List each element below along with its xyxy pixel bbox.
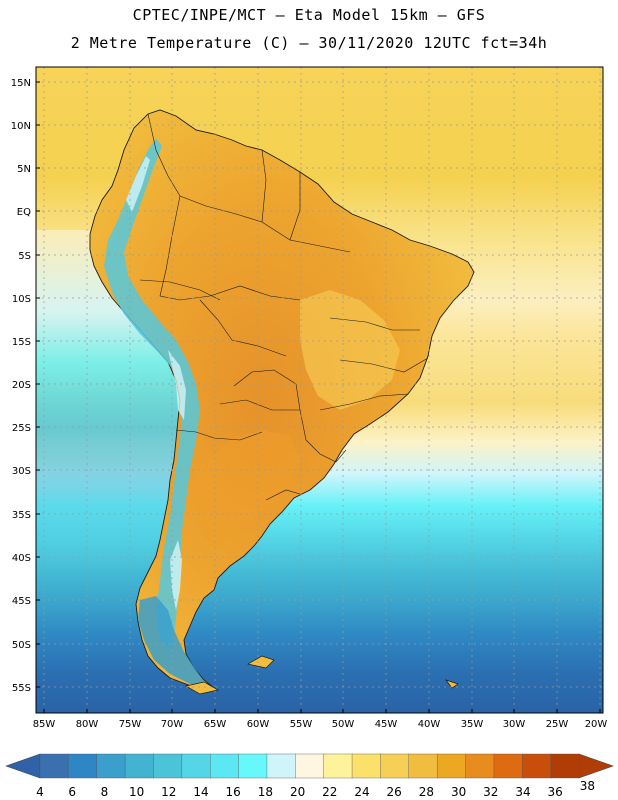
patagonia-cold-tip [138,596,206,684]
colorbar-swatch [522,753,552,779]
map-title-line2: 2 Metre Temperature (C) – 30/11/2020 12U… [70,34,548,52]
lon-tick-label: 75W [119,719,142,730]
colorbar-label: 4 [36,785,44,799]
colorbar-swatch [351,753,382,779]
colorbar: 4 6 8 10 12 14 16 18 20 22 24 26 28 30 3… [5,753,614,799]
lat-tick-label: 35S [12,510,31,521]
colorbar-label: 38 [580,779,595,793]
lat-tick-label: 30S [12,466,31,477]
lon-tick-label: 65W [204,719,227,730]
colorbar-label: 10 [129,785,144,799]
colorbar-swatches [39,753,580,779]
colorbar-label: 24 [354,785,369,799]
colorbar-swatch [210,753,240,779]
colorbar-labels: 4 6 8 10 12 14 16 18 20 22 24 26 28 30 3… [36,779,595,799]
map-title-line1: CPTEC/INPE/MCT – Eta Model 15km – GFS [132,6,486,24]
lat-tick-label: 5N [17,164,31,175]
colorbar-swatch [39,753,69,779]
colorbar-swatch [550,753,580,779]
lon-tick-label: 55W [290,719,313,730]
colorbar-swatch [436,753,467,779]
country-borders [139,113,429,501]
colorbar-arrow-left [5,753,41,779]
lat-tick-label: 15N [11,78,31,89]
lat-tick-label: 50S [12,640,31,651]
colorbar-swatch [408,753,438,779]
colorbar-label: 30 [451,785,466,799]
colorbar-swatch [465,753,495,779]
pampas-warm-zone [194,430,300,548]
colorbar-label: 6 [68,785,76,799]
lat-tick-label: 20S [12,380,31,391]
lon-tick-label: 50W [332,719,355,730]
colorbar-label: 22 [322,785,337,799]
lat-tick-label: 45S [12,596,31,607]
colorbar-label: 14 [193,785,208,799]
lon-tick-label: 45W [375,719,398,730]
lat-tick-label: 40S [12,553,31,564]
lon-tick-label: 85W [33,719,56,730]
colorbar-swatch [153,753,183,779]
colorbar-swatch [238,753,268,779]
colorbar-label: 34 [515,785,530,799]
lat-tick-label: 25S [12,423,31,434]
colorbar-label: 16 [226,785,241,799]
colorbar-label: 12 [161,785,176,799]
andes-cold-band [104,138,200,650]
latitude-axis: 15N 10N 5N EQ 5S 10S 15S 20S 25S 30S 35S… [11,78,40,694]
colorbar-label: 26 [387,785,402,799]
lon-tick-label: 70W [161,719,184,730]
colorbar-label: 28 [419,785,434,799]
falkland-islands [247,655,275,669]
lat-tick-label: 10S [12,294,31,305]
colorbar-swatch [493,753,523,779]
lat-tick-label: 5S [18,251,31,262]
colorbar-swatch [96,753,126,779]
lat-tick-label: EQ [17,207,31,218]
colorbar-swatch [124,753,155,779]
graticule [36,67,603,713]
colorbar-swatch [323,753,353,779]
colorbar-label: 32 [483,785,498,799]
colorbar-swatch [266,753,296,779]
lon-tick-label: 80W [76,719,99,730]
lat-tick-label: 15S [12,337,31,348]
longitude-axis: 85W 80W 75W 70W 65W 60W 55W 50W 45W 40W … [33,709,608,730]
lon-tick-label: 25W [546,719,569,730]
islands [185,655,459,695]
brazil-highlands-warm [300,290,400,410]
lat-tick-label: 10N [11,121,31,132]
lat-tick-label: 55S [12,683,31,694]
map-frame [35,66,604,714]
colorbar-label: 8 [101,785,109,799]
colorbar-swatch [380,753,410,779]
tierra-del-fuego [185,681,219,695]
lon-tick-label: 30W [503,719,526,730]
south-georgia [445,679,459,689]
colorbar-swatch [181,753,211,779]
colorbar-swatch [68,753,98,779]
lon-tick-label: 60W [247,719,270,730]
lon-tick-label: 35W [461,719,484,730]
lon-tick-label: 40W [418,719,441,730]
colorbar-arrow-right [578,753,614,779]
colorbar-label: 18 [258,785,273,799]
colorbar-swatch [295,753,325,779]
andes-snow-band [126,156,186,610]
colorbar-label: 20 [290,785,305,799]
colorbar-label: 36 [548,785,563,799]
lon-tick-label: 20W [585,719,608,730]
